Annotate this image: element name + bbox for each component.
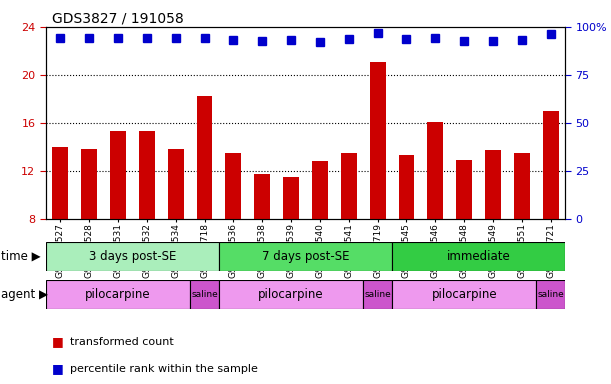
Bar (392, 242, 565, 271)
Text: ■: ■ (52, 335, 64, 348)
Bar (428, 122, 443, 219)
Bar (254, 174, 270, 219)
Bar (398, 155, 414, 219)
Text: GDS3827 / 191058: GDS3827 / 191058 (52, 12, 184, 25)
Text: saline: saline (191, 290, 218, 299)
Text: 7 days post-SE: 7 days post-SE (262, 250, 349, 263)
Bar (312, 161, 328, 219)
Text: saline: saline (364, 290, 391, 299)
Text: pilocarpine: pilocarpine (258, 288, 324, 301)
Bar (219, 280, 363, 309)
Bar (543, 111, 558, 219)
Bar (341, 153, 357, 219)
Text: pilocarpine: pilocarpine (85, 288, 151, 301)
Bar (514, 153, 530, 219)
Text: agent ▶: agent ▶ (1, 288, 48, 301)
Text: ■: ■ (52, 362, 64, 375)
Bar (46, 242, 219, 271)
Bar (225, 153, 241, 219)
Text: time ▶: time ▶ (1, 250, 41, 263)
Bar (363, 280, 392, 309)
Bar (81, 149, 97, 219)
Bar (190, 280, 219, 309)
Text: pilocarpine: pilocarpine (431, 288, 497, 301)
Bar (283, 177, 299, 219)
Bar (110, 131, 126, 219)
Bar (53, 147, 68, 219)
Bar (392, 280, 536, 309)
Bar (536, 280, 565, 309)
Text: 3 days post-SE: 3 days post-SE (89, 250, 176, 263)
Text: transformed count: transformed count (70, 337, 174, 347)
Bar (219, 242, 392, 271)
Bar (456, 160, 472, 219)
Text: saline: saline (537, 290, 564, 299)
Bar (168, 149, 183, 219)
Text: percentile rank within the sample: percentile rank within the sample (70, 364, 258, 374)
Bar (46, 280, 190, 309)
Bar (197, 96, 213, 219)
Bar (139, 131, 155, 219)
Text: immediate: immediate (447, 250, 511, 263)
Bar (370, 62, 386, 219)
Bar (485, 151, 501, 219)
